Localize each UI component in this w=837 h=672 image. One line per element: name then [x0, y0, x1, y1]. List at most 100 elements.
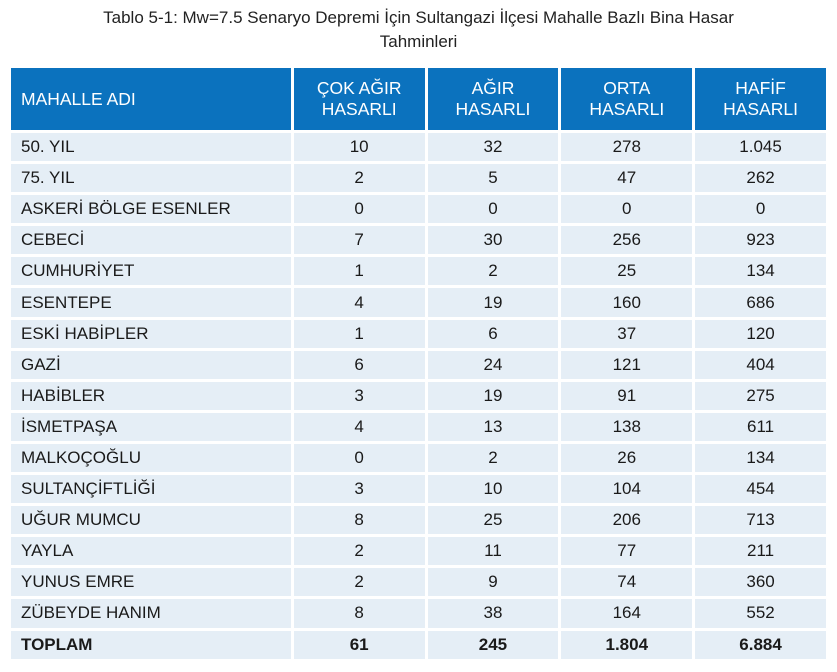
cell-moderate: 25	[558, 254, 693, 286]
cell-moderate: 164	[558, 596, 693, 628]
table-row: ESENTEPE 4 19 160 686	[11, 285, 826, 317]
damage-table: MAHALLE ADI ÇOK AĞIR HASARLI AĞIR HASARL…	[11, 68, 826, 659]
header-neighborhood-name: MAHALLE ADI	[11, 68, 291, 130]
header-very-heavy-line-1: ÇOK AĞIR	[316, 78, 402, 98]
cell-heavy: 25	[424, 503, 559, 535]
table-row: YUNUS EMRE 2 9 74 360	[11, 565, 826, 597]
cell-neighborhood-name: İSMETPAŞA	[11, 409, 291, 441]
cell-neighborhood-name: ASKERİ BÖLGE ESENLER	[11, 192, 291, 224]
cell-heavy: 19	[424, 378, 559, 410]
cell-light: 611	[692, 409, 826, 441]
cell-neighborhood-name: YAYLA	[11, 534, 291, 566]
table-row: YAYLA 2 11 77 211	[11, 534, 826, 566]
table-row: ASKERİ BÖLGE ESENLER 0 0 0 0	[11, 192, 826, 224]
table-row: ZÜBEYDE HANIM 8 38 164 552	[11, 596, 826, 628]
total-label: TOPLAM	[11, 627, 291, 659]
cell-moderate: 121	[558, 347, 693, 379]
cell-very-heavy: 2	[290, 534, 425, 566]
cell-very-heavy: 0	[290, 192, 425, 224]
table-row: 50. YIL 10 32 278 1.045	[11, 130, 826, 162]
header-heavy-line-2: HASARLI	[455, 99, 531, 119]
table-row: ESKİ HABİPLER 1 6 37 120	[11, 316, 826, 348]
cell-very-heavy: 7	[290, 223, 425, 255]
cell-moderate: 278	[558, 130, 693, 162]
caption-line-2: Tahminleri	[379, 32, 458, 51]
table-row: CEBECİ 7 30 256 923	[11, 223, 826, 255]
cell-light: 275	[692, 378, 826, 410]
cell-light: 360	[692, 565, 826, 597]
cell-heavy: 0	[424, 192, 559, 224]
cell-very-heavy: 3	[290, 378, 425, 410]
cell-moderate: 104	[558, 472, 693, 504]
cell-very-heavy: 3	[290, 472, 425, 504]
cell-heavy: 11	[424, 534, 559, 566]
cell-very-heavy: 4	[290, 409, 425, 441]
cell-very-heavy: 2	[290, 161, 425, 193]
cell-very-heavy: 10	[290, 130, 425, 162]
cell-moderate: 26	[558, 440, 693, 473]
cell-neighborhood-name: ESKİ HABİPLER	[11, 316, 291, 348]
cell-light: 454	[692, 472, 826, 504]
cell-light: 404	[692, 347, 826, 379]
cell-light: 262	[692, 161, 826, 193]
table-row: CUMHURİYET 1 2 25 134	[11, 254, 826, 286]
cell-neighborhood-name: ZÜBEYDE HANIM	[11, 596, 291, 628]
table-row: 75. YIL 2 5 47 262	[11, 161, 826, 193]
table-row: SULTANÇİFTLİĞİ 3 10 104 454	[11, 472, 826, 504]
cell-heavy: 10	[424, 472, 559, 504]
cell-moderate: 77	[558, 534, 693, 566]
cell-light: 686	[692, 285, 826, 317]
total-light: 6.884	[692, 627, 826, 659]
cell-moderate: 206	[558, 503, 693, 535]
cell-light: 0	[692, 192, 826, 224]
cell-light: 134	[692, 254, 826, 286]
cell-light: 120	[692, 316, 826, 348]
table-body: 50. YIL 10 32 278 1.045 75. YIL 2 5 47 262 ASKERİ …	[11, 130, 826, 659]
total-moderate: 1.804	[558, 627, 693, 659]
cell-moderate: 47	[558, 161, 693, 193]
cell-very-heavy: 8	[290, 503, 425, 535]
table-header: MAHALLE ADI ÇOK AĞIR HASARLI AĞIR HASARL…	[11, 68, 826, 130]
table-row: İSMETPAŞA 4 13 138 611	[11, 409, 826, 441]
cell-moderate: 256	[558, 223, 693, 255]
total-row: TOPLAM 61 245 1.804 6.884	[11, 627, 826, 659]
table-row: GAZİ 6 24 121 404	[11, 347, 826, 379]
cell-heavy: 19	[424, 285, 559, 317]
cell-heavy: 30	[424, 223, 559, 255]
cell-heavy: 2	[424, 254, 559, 286]
header-heavy-line-1: AĞIR	[471, 78, 515, 98]
header-very-heavy-damage: ÇOK AĞIR HASARLI	[290, 68, 425, 130]
cell-heavy: 32	[424, 130, 559, 162]
header-light-line-2: HASARLI	[723, 99, 799, 119]
cell-light: 923	[692, 223, 826, 255]
cell-neighborhood-name: CUMHURİYET	[11, 254, 291, 286]
header-moderate-line-2: HASARLI	[589, 99, 665, 119]
cell-neighborhood-name: HABİBLER	[11, 378, 291, 410]
cell-light: 713	[692, 503, 826, 535]
header-moderate-damage: ORTA HASARLI	[558, 68, 693, 130]
header-very-heavy-line-2: HASARLI	[321, 99, 397, 119]
cell-neighborhood-name: UĞUR MUMCU	[11, 503, 291, 535]
cell-heavy: 5	[424, 161, 559, 193]
header-heavy-damage: AĞIR HASARLI	[424, 68, 559, 130]
cell-moderate: 74	[558, 565, 693, 597]
cell-neighborhood-name: MALKOÇOĞLU	[11, 440, 291, 473]
cell-heavy: 6	[424, 316, 559, 348]
cell-light: 211	[692, 534, 826, 566]
cell-moderate: 37	[558, 316, 693, 348]
cell-heavy: 24	[424, 347, 559, 379]
cell-neighborhood-name: SULTANÇİFTLİĞİ	[11, 472, 291, 504]
cell-neighborhood-name: 50. YIL	[11, 130, 291, 162]
cell-neighborhood-name: ESENTEPE	[11, 285, 291, 317]
cell-neighborhood-name: CEBECİ	[11, 223, 291, 255]
header-row: MAHALLE ADI ÇOK AĞIR HASARLI AĞIR HASARL…	[11, 68, 826, 130]
header-light-line-1: HAFİF	[735, 78, 786, 98]
cell-moderate: 91	[558, 378, 693, 410]
table-row: MALKOÇOĞLU 0 2 26 134	[11, 440, 826, 473]
table-row: HABİBLER 3 19 91 275	[11, 378, 826, 410]
cell-moderate: 160	[558, 285, 693, 317]
total-very-heavy: 61	[290, 627, 425, 659]
cell-very-heavy: 8	[290, 596, 425, 628]
cell-very-heavy: 1	[290, 316, 425, 348]
table-caption: Tablo 5-1: Mw=7.5 Senaryo Depremi İçin S…	[0, 6, 837, 54]
